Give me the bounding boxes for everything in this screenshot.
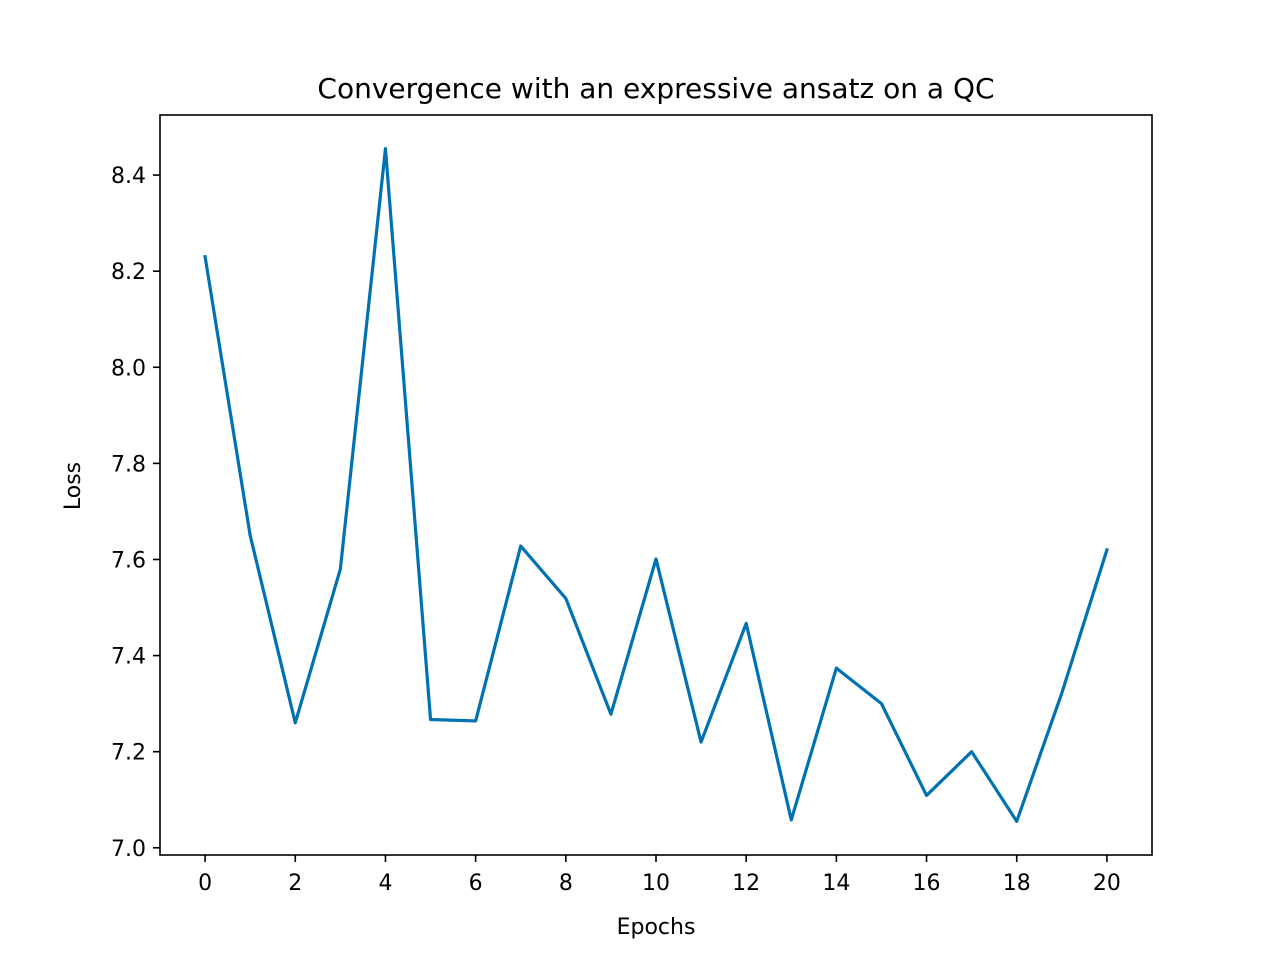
chart-title: Convergence with an expressive ansatz on… [317, 72, 994, 105]
y-tick-label: 7.6 [111, 548, 146, 573]
y-tick-label: 8.2 [111, 260, 146, 285]
y-tick-label: 8.0 [111, 356, 146, 381]
x-axis: 0 2 4 6 8 10 12 14 16 18 20 [198, 855, 1121, 896]
y-tick-label: 7.4 [111, 645, 146, 670]
x-tick-label: 8 [559, 871, 573, 896]
x-tick-label: 16 [913, 871, 941, 896]
x-tick-label: 0 [198, 871, 212, 896]
x-tick-label: 18 [1003, 871, 1031, 896]
x-tick-label: 2 [288, 871, 302, 896]
series-line-0 [203, 147, 1109, 823]
x-tick-label: 4 [378, 871, 392, 896]
x-tick-label: 10 [642, 871, 670, 896]
x-axis-label: Epochs [617, 915, 696, 940]
x-tick-label: 20 [1093, 871, 1121, 896]
y-tick-label: 8.4 [111, 164, 146, 189]
x-tick-label: 12 [732, 871, 760, 896]
y-axis: 7.0 7.2 7.4 7.6 7.8 8.0 8.2 8.4 [111, 164, 160, 862]
y-tick-label: 7.8 [111, 452, 146, 477]
y-tick-label: 7.2 [111, 741, 146, 766]
x-tick-label: 14 [822, 871, 850, 896]
y-axis-label: Loss [61, 462, 86, 510]
plot-frame [159, 114, 1153, 856]
y-tick-label: 7.0 [111, 837, 146, 862]
plot-area [159, 114, 1153, 856]
x-tick-label: 6 [469, 871, 483, 896]
